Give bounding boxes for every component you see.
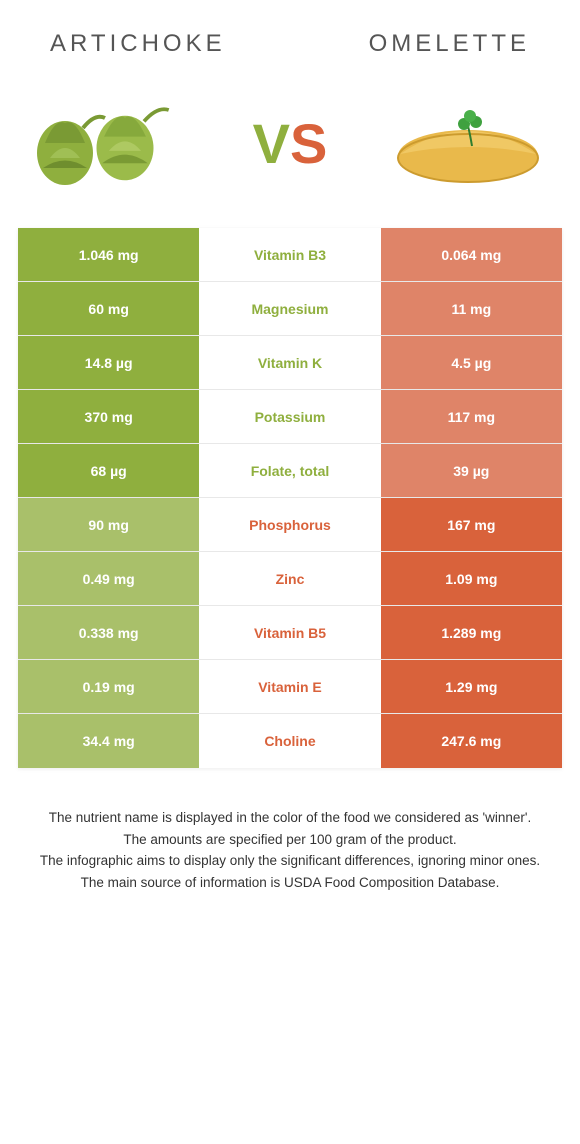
left-value-cell: 34.4 mg	[18, 714, 199, 768]
left-value-cell: 1.046 mg	[18, 228, 199, 281]
nutrient-name-cell: Vitamin K	[199, 336, 380, 389]
nutrient-name-cell: Phosphorus	[199, 498, 380, 551]
vs-v: V	[253, 111, 290, 176]
nutrient-name-cell: Vitamin E	[199, 660, 380, 713]
left-food-title: ARTICHOKE	[50, 30, 226, 58]
left-value-cell: 60 mg	[18, 282, 199, 335]
table-row: 0.49 mgZinc1.09 mg	[18, 552, 562, 606]
note-line: The infographic aims to display only the…	[22, 851, 558, 871]
right-value-cell: 1.09 mg	[381, 552, 562, 605]
nutrient-name-cell: Potassium	[199, 390, 380, 443]
omelette-image	[380, 88, 550, 198]
nutrient-name-cell: Zinc	[199, 552, 380, 605]
note-line: The amounts are specified per 100 gram o…	[22, 830, 558, 850]
right-value-cell: 117 mg	[381, 390, 562, 443]
right-value-cell: 39 µg	[381, 444, 562, 497]
images-row: VS	[0, 78, 580, 228]
left-value-cell: 0.49 mg	[18, 552, 199, 605]
nutrient-name-cell: Vitamin B3	[199, 228, 380, 281]
nutrient-name-cell: Folate, total	[199, 444, 380, 497]
header: ARTICHOKE OMELETTE	[0, 0, 580, 78]
left-value-cell: 14.8 µg	[18, 336, 199, 389]
right-value-cell: 0.064 mg	[381, 228, 562, 281]
note-line: The main source of information is USDA F…	[22, 873, 558, 893]
table-row: 370 mgPotassium117 mg	[18, 390, 562, 444]
right-value-cell: 247.6 mg	[381, 714, 562, 768]
left-value-cell: 68 µg	[18, 444, 199, 497]
right-food-title: OMELETTE	[369, 30, 530, 58]
table-row: 90 mgPhosphorus167 mg	[18, 498, 562, 552]
table-row: 68 µgFolate, total39 µg	[18, 444, 562, 498]
left-value-cell: 370 mg	[18, 390, 199, 443]
vs-label: VS	[253, 111, 328, 176]
artichoke-image	[30, 88, 200, 198]
left-value-cell: 0.338 mg	[18, 606, 199, 659]
note-line: The nutrient name is displayed in the co…	[22, 808, 558, 828]
nutrient-name-cell: Choline	[199, 714, 380, 768]
table-row: 1.046 mgVitamin B30.064 mg	[18, 228, 562, 282]
table-row: 34.4 mgCholine247.6 mg	[18, 714, 562, 768]
vs-s: S	[290, 111, 327, 176]
left-value-cell: 90 mg	[18, 498, 199, 551]
notes: The nutrient name is displayed in the co…	[0, 768, 580, 892]
right-value-cell: 1.29 mg	[381, 660, 562, 713]
nutrient-name-cell: Magnesium	[199, 282, 380, 335]
table-row: 14.8 µgVitamin K4.5 µg	[18, 336, 562, 390]
table-row: 0.338 mgVitamin B51.289 mg	[18, 606, 562, 660]
right-value-cell: 11 mg	[381, 282, 562, 335]
nutrient-name-cell: Vitamin B5	[199, 606, 380, 659]
table-row: 0.19 mgVitamin E1.29 mg	[18, 660, 562, 714]
left-value-cell: 0.19 mg	[18, 660, 199, 713]
right-value-cell: 4.5 µg	[381, 336, 562, 389]
table-row: 60 mgMagnesium11 mg	[18, 282, 562, 336]
right-value-cell: 167 mg	[381, 498, 562, 551]
nutrient-table: 1.046 mgVitamin B30.064 mg60 mgMagnesium…	[18, 228, 562, 768]
right-value-cell: 1.289 mg	[381, 606, 562, 659]
